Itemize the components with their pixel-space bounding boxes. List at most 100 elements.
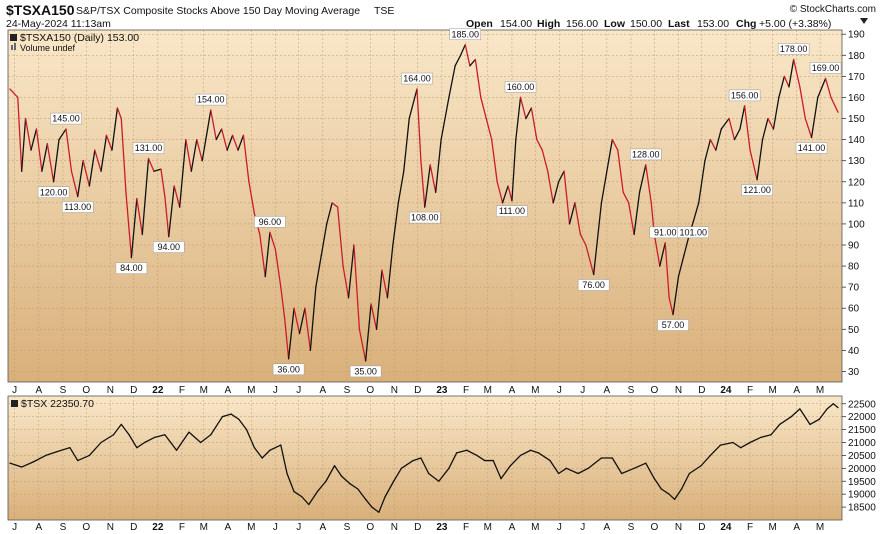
series-segment (817, 77, 827, 99)
series-segment (420, 457, 430, 475)
series-segment (94, 149, 102, 172)
annotation-label: 91.00 (654, 227, 677, 237)
y-tick-label: 160 (848, 93, 865, 104)
x-tick-label: N (391, 522, 398, 533)
series-segment (349, 483, 359, 490)
series-segment (231, 134, 239, 151)
series-segment (128, 434, 138, 449)
series-segment (286, 472, 295, 493)
open-label: Open (466, 18, 493, 30)
series-segment (143, 436, 156, 444)
x-tick-label: J (557, 385, 562, 396)
series-segment (761, 117, 769, 141)
annotation-label: 156.00 (731, 90, 759, 100)
x-tick-label: J (12, 385, 17, 396)
y-tick-label: 190 (848, 30, 865, 41)
series-segment (21, 461, 34, 468)
annotation-box (50, 112, 82, 125)
series-segment (371, 506, 380, 513)
series-segment (692, 202, 700, 223)
series-segment (809, 418, 820, 426)
series-segment (719, 441, 734, 446)
lower-price-line (9, 403, 839, 513)
upper-grid (8, 30, 842, 382)
series-segment (141, 157, 150, 236)
annotation-label: 141.00 (798, 143, 826, 153)
series-segment (9, 88, 19, 99)
series-segment (308, 490, 319, 506)
series-segment (474, 58, 482, 99)
series-segment (164, 434, 178, 451)
chg-down-triangle-icon (860, 18, 868, 24)
x-tick-label: F (747, 385, 753, 396)
x-tick-label: S (628, 522, 635, 533)
annotation-box (132, 142, 165, 154)
x-tick-label: A (604, 522, 611, 533)
series-segment (46, 143, 55, 183)
annotation-box (153, 241, 185, 253)
x-tick-label: D (414, 385, 421, 396)
x-tick-label: O (650, 385, 658, 396)
y-tick-label: 140 (848, 135, 865, 146)
series-segment (677, 254, 685, 278)
series-segment (210, 416, 224, 436)
series-segment (519, 96, 527, 120)
series-segment (653, 233, 661, 267)
series-segment (638, 164, 647, 193)
series-segment (577, 467, 589, 475)
x-tick-label: N (675, 385, 682, 396)
series-segment (788, 58, 795, 88)
series-segment (700, 454, 712, 467)
series-segment (799, 408, 811, 426)
series-segment (740, 441, 751, 449)
series-segment (732, 441, 742, 449)
series-segment (799, 86, 806, 120)
series-segment (592, 202, 603, 276)
y-tick-label: 60 (848, 304, 860, 315)
x-tick-label: F (179, 522, 185, 533)
volume-bar-icon (14, 43, 16, 50)
annotation-label: 36.00 (277, 364, 300, 374)
series-segment (408, 88, 418, 120)
series-segment (440, 96, 450, 141)
x-tick-label: O (366, 385, 374, 396)
series-segment (587, 457, 603, 469)
x-tick-label: M (484, 522, 492, 533)
x-tick-label: M (531, 385, 539, 396)
series-segment (316, 480, 327, 493)
series-segment (476, 454, 486, 462)
series-segment (715, 128, 722, 151)
series-segment (448, 452, 458, 469)
series-segment (111, 107, 119, 151)
series-segment (668, 297, 674, 316)
series-segment (120, 423, 130, 436)
series-segment (557, 170, 565, 183)
series-segment (21, 117, 27, 172)
x-tick-label: J (273, 385, 278, 396)
x-tick-label: J (296, 522, 301, 533)
series-segment (818, 408, 828, 420)
x-tick-label: F (747, 522, 753, 533)
series-segment (201, 132, 208, 162)
series-segment (574, 202, 582, 236)
series-segment (58, 128, 67, 141)
annotation-box (728, 89, 761, 102)
x-tick-label: A (35, 522, 42, 533)
series-segment (269, 444, 282, 451)
annotation-box (630, 148, 662, 161)
low-value: 150.00 (630, 18, 662, 30)
series-segment (215, 128, 223, 141)
series-segment (125, 191, 133, 259)
series-segment (136, 441, 146, 449)
series-segment (45, 450, 59, 457)
series-segment (347, 244, 355, 299)
series-segment (9, 462, 23, 468)
annotation-box (741, 184, 773, 196)
x-tick-label: J (580, 385, 585, 396)
series-segment (364, 498, 373, 508)
x-tick-label: J (273, 522, 278, 533)
series-segment (826, 403, 834, 410)
series-segment (358, 328, 367, 362)
x-tick-label: A (604, 385, 611, 396)
series-segment (190, 138, 198, 172)
